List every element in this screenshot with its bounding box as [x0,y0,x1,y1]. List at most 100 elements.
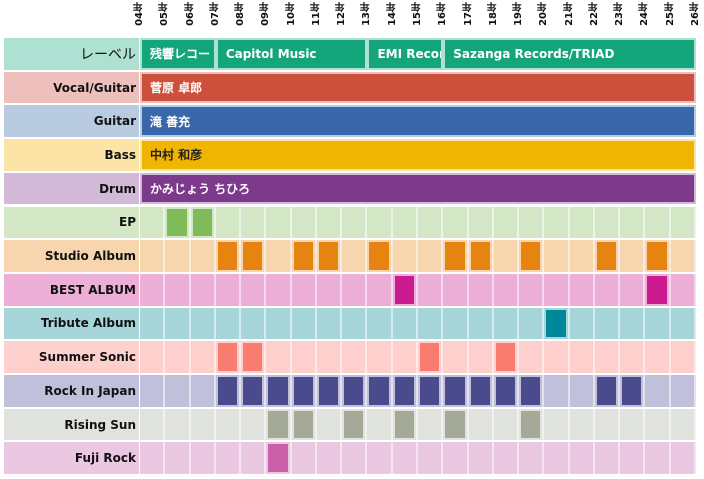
year-tick-label: 25年 [664,2,676,26]
grid-cell [392,442,418,475]
grid-cell [392,307,418,340]
grid-cell [670,375,696,407]
grid-cell [519,307,545,340]
grid-cell [165,273,191,306]
grid-cell [544,442,570,475]
grid-cell [569,273,595,306]
grid-cell [620,307,646,340]
grid-cell [342,273,368,306]
row-label: Guitar [4,105,139,138]
grid-cell [165,408,191,441]
year-tick-label: 22年 [588,2,600,26]
grid-cell [645,307,671,340]
grid-cell [165,307,191,340]
grid-cell [266,341,292,373]
grid-cell [367,442,393,475]
year-tick-label: 09年 [260,2,272,26]
event-mark [420,343,440,371]
grid-cell [342,341,368,373]
grid-cell [342,206,368,239]
grid-cell [544,273,570,306]
grid-cell [594,307,621,340]
grid-cell [316,206,343,239]
grid-cell [493,240,520,272]
grid-cell [140,341,166,373]
grid-cell [544,375,570,407]
grid-cell [140,240,166,272]
grid-cell [519,341,545,373]
grid-cell [569,408,595,441]
event-mark [546,309,566,338]
event-mark [596,242,617,270]
event-mark [293,242,313,270]
grid-cell [190,442,216,475]
grid-cell [190,273,216,306]
event-mark [318,377,339,405]
grid-cell [392,206,418,239]
grid-cell [620,206,646,239]
year-tick-label: 14年 [386,2,398,26]
grid-cell [645,408,671,441]
event-mark [344,410,364,439]
grid-cell [443,442,469,475]
grid-cell [493,273,520,306]
grid-cell [140,442,166,475]
event-mark [394,410,414,439]
grid-cell [594,442,621,475]
event-mark [167,208,187,237]
year-tick-label: 19年 [513,2,525,26]
grid-cell [367,206,393,239]
grid-cell [670,442,696,475]
grid-cell [418,273,444,306]
grid-cell [418,206,444,239]
grid-cell [418,240,444,272]
grid-cell [519,273,545,306]
grid-cell [594,273,621,306]
grid-cell [342,442,368,475]
grid-cell [190,307,216,340]
grid-cell [291,273,317,306]
row-label: Vocal/Guitar [4,71,139,104]
grid-cell [266,307,292,340]
event-mark [647,275,667,304]
event-mark [217,343,238,371]
grid-cell [140,307,166,340]
grid-cell [468,206,494,239]
grid-cell [367,273,393,306]
event-mark [622,377,642,405]
grid-cell [468,408,494,441]
grid-cell [569,240,595,272]
grid-cell [291,206,317,239]
grid-cell [316,442,343,475]
year-tick-label: 23年 [614,2,626,26]
grid-cell [670,307,696,340]
event-mark [217,242,238,270]
year-tick-label: 11年 [310,2,322,26]
grid-cell [569,341,595,373]
grid-cell [594,341,621,373]
row-label: Rock In Japan [4,375,139,407]
event-mark [647,242,667,270]
row-label: Fuji Rock [4,442,139,475]
grid-cell [140,206,166,239]
event-mark [192,208,212,237]
row-label: Drum [4,172,139,205]
grid-cell [190,375,216,407]
event-mark [243,343,263,371]
row-label: Rising Sun [4,408,139,441]
year-tick-label: 10年 [285,2,297,26]
grid-cell [418,307,444,340]
event-mark [243,377,263,405]
row-label: EP [4,206,139,239]
grid-cell [493,442,520,475]
year-tick-label: 12年 [336,2,348,26]
label-band: Capitol Music [217,40,366,68]
grid-cell [316,408,343,441]
grid-cell [670,408,696,441]
grid-cell [241,442,267,475]
year-tick-label: 07年 [209,2,221,26]
year-tick-label: 05年 [159,2,171,26]
grid-cell [418,442,444,475]
grid-cell [468,273,494,306]
grid-cell [569,442,595,475]
